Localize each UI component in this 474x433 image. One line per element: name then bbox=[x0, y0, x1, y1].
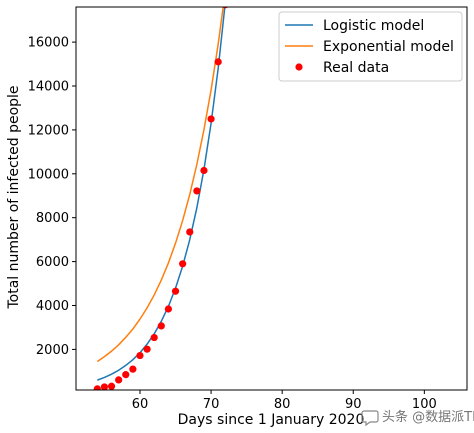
real-data-point bbox=[150, 333, 158, 342]
real-data-point bbox=[100, 383, 109, 390]
real-data-point bbox=[171, 287, 180, 295]
real-data-point bbox=[200, 166, 208, 175]
y-tick-label: 12000 bbox=[28, 123, 69, 138]
plot-area: 60 70 80 90 100 2000 4000 6000 8000 10000 12000 140… bbox=[28, 6, 468, 412]
real-data-point bbox=[143, 345, 151, 353]
real-data-point bbox=[186, 228, 194, 236]
y-tick-label: 2000 bbox=[36, 343, 69, 358]
y-tick-label: 8000 bbox=[36, 211, 69, 226]
real-data-point bbox=[164, 305, 173, 313]
y-tick-label: 10000 bbox=[28, 167, 69, 182]
x-tick-label: 100 bbox=[412, 397, 437, 412]
legend-swatch-real-data bbox=[295, 63, 303, 71]
real-data-point bbox=[122, 371, 130, 379]
real-data-point bbox=[129, 365, 137, 373]
legend-label-logistic-model: Logistic model bbox=[323, 18, 424, 34]
y-tick-label: 14000 bbox=[28, 80, 69, 95]
legend-box bbox=[278, 11, 463, 82]
x-tick-label: 60 bbox=[132, 397, 149, 412]
watermark: 头条 @数据派THU bbox=[361, 409, 474, 427]
legend-label-real-data: Real data bbox=[323, 60, 389, 76]
real-data-point bbox=[179, 260, 187, 268]
y-axis-label: Total number of infected people bbox=[6, 85, 22, 309]
series-layer bbox=[93, 7, 229, 390]
y-tick-label: 6000 bbox=[36, 255, 69, 270]
x-tick-label: 80 bbox=[274, 397, 291, 412]
x-tick-label: 70 bbox=[203, 397, 220, 412]
speech-bubble-icon bbox=[361, 410, 379, 427]
real-data-point bbox=[107, 382, 116, 390]
legend-label-exponential-model: Exponential model bbox=[323, 39, 454, 55]
watermark-text: 头条 @数据派THU bbox=[382, 409, 474, 425]
x-tick-label: 90 bbox=[345, 397, 362, 412]
real-data-point bbox=[93, 385, 101, 390]
real-data-point bbox=[207, 115, 215, 123]
legend: Logistic model Exponential model Real data bbox=[278, 11, 463, 82]
real-data-point bbox=[157, 322, 165, 330]
real-data-point bbox=[136, 351, 144, 360]
plot-frame bbox=[75, 6, 468, 391]
y-tick-label: 16000 bbox=[28, 36, 69, 51]
x-axis-label: Days since 1 January 2020 bbox=[178, 412, 365, 428]
real-data-point bbox=[193, 187, 201, 195]
y-tick-label: 4000 bbox=[36, 299, 69, 314]
exponential-model-line bbox=[96, 7, 224, 363]
real-data-point bbox=[214, 58, 222, 66]
real-data-point bbox=[115, 376, 123, 384]
